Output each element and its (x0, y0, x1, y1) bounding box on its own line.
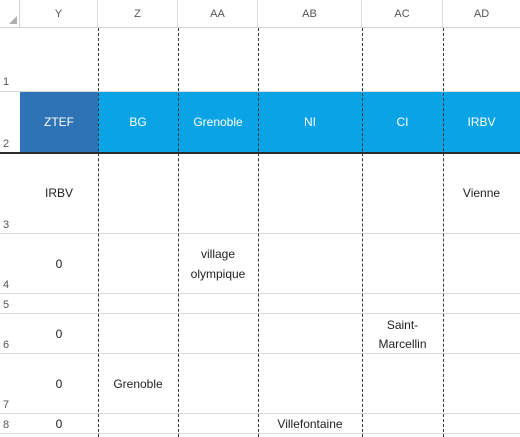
cell-y8[interactable]: 0 (55, 417, 63, 431)
row-header-1[interactable]: 1 (3, 76, 10, 88)
row-header-7[interactable]: 7 (3, 399, 10, 411)
row-gridline (0, 293, 520, 294)
select-all-corner[interactable] (0, 0, 20, 28)
cell-z7[interactable]: Grenoble (113, 377, 163, 391)
row-gridline (0, 313, 520, 314)
cell-y6[interactable]: 0 (55, 327, 63, 341)
cell-ad3[interactable]: Vienne (462, 186, 501, 200)
row-header-5[interactable]: 5 (3, 299, 10, 311)
cell-ac2[interactable]: CI (396, 115, 409, 129)
column-divider (258, 28, 259, 437)
cell-aa4-line2[interactable]: olympique (190, 267, 246, 281)
cell-y7[interactable]: 0 (55, 377, 63, 391)
column-header-ab[interactable]: AB (258, 0, 362, 28)
row-border-thick (0, 152, 520, 154)
cell-y3[interactable]: IRBV (44, 186, 73, 200)
row-gridline (0, 433, 520, 434)
cell-ad2[interactable]: IRBV (467, 115, 496, 129)
column-divider (178, 28, 179, 437)
cell-z2[interactable]: BG (129, 115, 147, 129)
row-header-6[interactable]: 6 (3, 339, 10, 351)
column-header-aa[interactable]: AA (178, 0, 258, 28)
column-header-bar (20, 0, 520, 28)
column-divider (98, 28, 99, 437)
row-gridline (0, 91, 520, 92)
header-band-first-cell[interactable] (20, 91, 98, 152)
column-divider (443, 28, 444, 437)
row-header-2[interactable]: 2 (3, 138, 10, 150)
cell-ac6-line2[interactable]: Marcellin (378, 337, 427, 351)
column-divider (362, 28, 363, 437)
row-gridline (0, 233, 520, 234)
cell-aa4-line1[interactable]: village (200, 247, 236, 261)
column-header-ad[interactable]: AD (473, 8, 490, 20)
row-header-8[interactable]: 8 (3, 419, 10, 431)
cell-y4[interactable]: 0 (55, 257, 63, 271)
row-gridline (0, 413, 520, 414)
column-header-z[interactable]: Z (98, 0, 178, 28)
row-gridline (0, 353, 520, 354)
cell-ab8[interactable]: Villefontaine (277, 417, 343, 431)
row-header-3[interactable]: 3 (3, 219, 10, 231)
column-header-y[interactable]: Y (20, 0, 98, 28)
cell-ac6-line1[interactable]: Saint- (386, 318, 419, 332)
select-all-icon (9, 16, 17, 24)
row-header-4[interactable]: 4 (3, 279, 10, 291)
column-header-ac[interactable]: AC (362, 0, 443, 28)
cell-aa2[interactable]: Grenoble (193, 115, 243, 129)
cell-y2[interactable]: ZTEF (44, 115, 74, 129)
cell-ab2[interactable]: NI (304, 115, 316, 129)
header-band-row (20, 91, 520, 152)
